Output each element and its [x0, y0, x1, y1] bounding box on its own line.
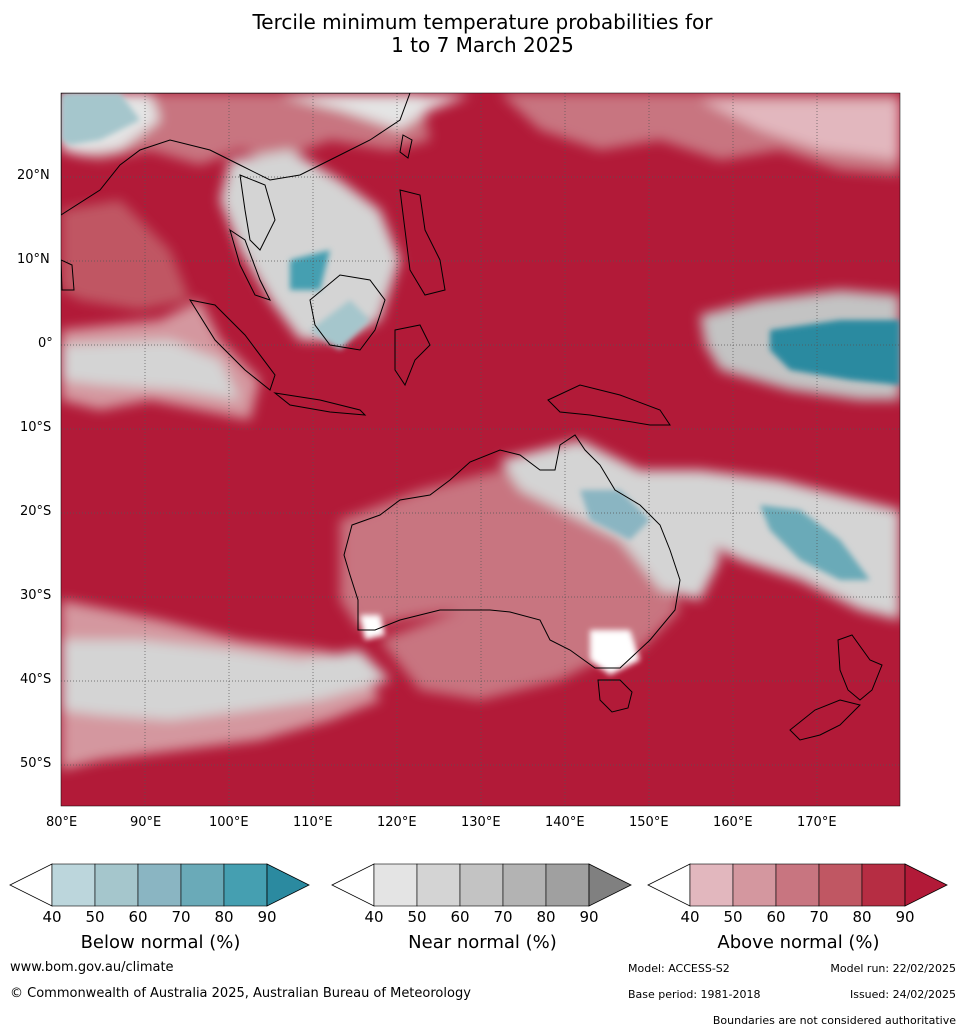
- below-swatch-5: [223, 863, 268, 907]
- near-tick-50: 50: [407, 908, 426, 926]
- lat-label-50s: 50°S: [20, 756, 52, 771]
- near-swatch-6: [588, 863, 632, 907]
- lon-label-160e: 160°E: [713, 815, 753, 830]
- near-swatch-2: [416, 863, 461, 907]
- above-tick-50: 50: [723, 908, 742, 926]
- above-swatch-2: [732, 863, 777, 907]
- near-tick-80: 80: [536, 908, 555, 926]
- map-title-line-1: Tercile minimum temperature probabilitie…: [252, 10, 713, 34]
- near-swatch-1: [373, 863, 418, 907]
- above-swatch-6: [904, 863, 948, 907]
- model-run-text: Model run: 22/02/2025: [830, 962, 956, 975]
- near-tick-90: 90: [579, 908, 598, 926]
- near-swatch-5: [545, 863, 590, 907]
- indochina-outline: [239, 174, 276, 251]
- asia-mainland-outline: [61, 93, 411, 216]
- lat-label-30s: 30°S: [20, 588, 52, 603]
- below-tick-50: 50: [85, 908, 104, 926]
- map-title-line-2: 1 to 7 March 2025: [391, 33, 574, 57]
- lon-label-120e: 120°E: [377, 815, 417, 830]
- above-swatch-1: [689, 863, 734, 907]
- philippines-outline: [399, 189, 446, 296]
- graticule: [61, 93, 900, 806]
- above-swatch-4: [818, 863, 863, 907]
- near-tick-70: 70: [493, 908, 512, 926]
- lat-label-10n: 10°N: [17, 252, 50, 267]
- lon-label-100e: 100°E: [209, 815, 249, 830]
- tasmania-outline: [597, 679, 633, 713]
- above-tick-80: 80: [852, 908, 871, 926]
- near-tick-60: 60: [450, 908, 469, 926]
- lat-label-20s: 20°S: [20, 504, 52, 519]
- lon-label-150e: 150°E: [629, 815, 669, 830]
- lon-label-90e: 90°E: [130, 815, 162, 830]
- below-normal-label: Below normal (%): [80, 932, 241, 953]
- sumatra-outline: [188, 299, 276, 391]
- colorbar-below-normal: 40 50 60 70 80 90: [9, 863, 310, 926]
- below-swatch-4: [180, 863, 225, 907]
- lat-label-40s: 40°S: [20, 672, 52, 687]
- above-tick-90: 90: [895, 908, 914, 926]
- near-swatch-0: [331, 863, 375, 907]
- lon-label-80e: 80°E: [46, 815, 78, 830]
- lon-label-110e: 110°E: [293, 815, 333, 830]
- above-tick-60: 60: [766, 908, 785, 926]
- model-text: Model: ACCESS-S2: [628, 962, 730, 975]
- below-tick-80: 80: [214, 908, 233, 926]
- new-zealand-outline: [789, 634, 883, 741]
- near-tick-40: 40: [364, 908, 383, 926]
- malay-peninsula-outline: [229, 228, 271, 301]
- base-period-text: Base period: 1981-2018: [628, 988, 761, 1001]
- map-frame: [60, 92, 901, 807]
- issued-text: Issued: 24/02/2025: [849, 988, 956, 1001]
- new-guinea-outline: [547, 384, 671, 426]
- lon-label-140e: 140°E: [545, 815, 585, 830]
- above-swatch-0: [647, 863, 691, 907]
- disclaimer-text: Boundaries are not considered authoritat…: [712, 1014, 956, 1027]
- below-swatch-2: [94, 863, 139, 907]
- copyright-text: © Commonwealth of Australia 2025, Austra…: [10, 986, 471, 1001]
- colorbar-above-normal: 40 50 60 70 80 90: [647, 863, 948, 926]
- website-link[interactable]: www.bom.gov.au/climate: [10, 960, 174, 975]
- above-swatch-3: [775, 863, 820, 907]
- lon-label-170e: 170°E: [797, 815, 837, 830]
- below-swatch-0: [9, 863, 53, 907]
- below-tick-40: 40: [42, 908, 61, 926]
- coastlines: [61, 93, 883, 741]
- australia-outline: [343, 434, 681, 669]
- below-swatch-1: [51, 863, 96, 907]
- colorbar-near-normal: 40 50 60 70 80 90: [331, 863, 632, 926]
- below-swatch-3: [137, 863, 182, 907]
- below-tick-90: 90: [257, 908, 276, 926]
- near-swatch-4: [502, 863, 547, 907]
- borneo-outline: [309, 274, 386, 351]
- above-tick-70: 70: [809, 908, 828, 926]
- java-outline: [273, 392, 367, 416]
- near-swatch-3: [459, 863, 504, 907]
- above-tick-40: 40: [680, 908, 699, 926]
- below-tick-70: 70: [171, 908, 190, 926]
- above-normal-label: Above normal (%): [717, 932, 880, 953]
- above-swatch-5: [861, 863, 906, 907]
- below-swatch-6: [266, 863, 310, 907]
- probability-map: [60, 92, 901, 807]
- lat-label-0: 0°: [38, 336, 53, 351]
- taiwan-outline: [399, 134, 413, 159]
- below-tick-60: 60: [128, 908, 147, 926]
- lon-label-130e: 130°E: [461, 815, 501, 830]
- sulawesi-outline: [394, 324, 431, 387]
- lat-label-10s: 10°S: [20, 420, 52, 435]
- probability-field: [61, 93, 900, 806]
- sri-lanka-outline: [61, 259, 75, 291]
- near-normal-label: Near normal (%): [408, 932, 557, 953]
- lat-label-20n: 20°N: [17, 168, 50, 183]
